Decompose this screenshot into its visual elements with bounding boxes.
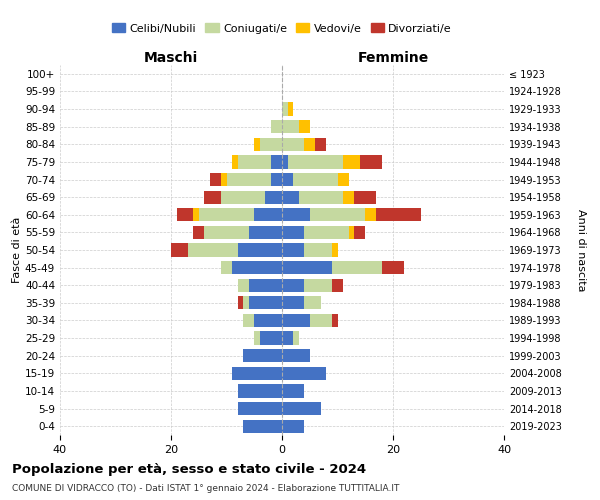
Bar [282, 332, 293, 344]
Bar [282, 296, 304, 310]
Bar [332, 314, 337, 327]
Bar [243, 296, 249, 310]
Bar [282, 120, 299, 134]
Bar [304, 296, 321, 310]
Bar [243, 420, 282, 433]
Bar [316, 138, 326, 151]
Bar [265, 190, 282, 204]
Bar [238, 278, 249, 292]
Bar [254, 314, 282, 327]
Bar [360, 156, 382, 168]
Legend: Celibi/Nubili, Coniugati/e, Vedovi/e, Divorziati/e: Celibi/Nubili, Coniugati/e, Vedovi/e, Di… [107, 19, 457, 38]
Bar [204, 226, 249, 239]
Bar [343, 190, 354, 204]
Bar [282, 190, 299, 204]
Bar [282, 173, 293, 186]
Bar [176, 208, 193, 222]
Bar [282, 349, 310, 362]
Bar [238, 156, 271, 168]
Bar [354, 190, 376, 204]
Bar [304, 244, 332, 256]
Bar [260, 138, 282, 151]
Bar [271, 173, 282, 186]
Bar [282, 420, 304, 433]
Bar [382, 261, 404, 274]
Bar [254, 332, 260, 344]
Bar [337, 173, 349, 186]
Bar [249, 296, 282, 310]
Bar [232, 156, 238, 168]
Bar [282, 156, 287, 168]
Bar [204, 190, 221, 204]
Bar [282, 402, 321, 415]
Bar [243, 314, 254, 327]
Bar [221, 261, 232, 274]
Bar [365, 208, 376, 222]
Y-axis label: Fasce di età: Fasce di età [12, 217, 22, 283]
Bar [332, 244, 337, 256]
Bar [349, 226, 354, 239]
Bar [238, 296, 243, 310]
Bar [282, 278, 304, 292]
Text: Maschi: Maschi [144, 51, 198, 65]
Bar [343, 156, 360, 168]
Bar [282, 314, 310, 327]
Bar [332, 261, 382, 274]
Bar [271, 156, 282, 168]
Bar [193, 208, 199, 222]
Bar [287, 156, 343, 168]
Bar [282, 138, 304, 151]
Bar [243, 349, 282, 362]
Bar [254, 208, 282, 222]
Bar [310, 314, 332, 327]
Bar [232, 261, 282, 274]
Bar [249, 226, 282, 239]
Bar [304, 226, 349, 239]
Bar [304, 138, 316, 151]
Bar [193, 226, 204, 239]
Bar [282, 208, 310, 222]
Bar [199, 208, 254, 222]
Bar [221, 190, 265, 204]
Bar [282, 366, 326, 380]
Bar [299, 120, 310, 134]
Text: Femmine: Femmine [358, 51, 428, 65]
Bar [332, 278, 343, 292]
Bar [254, 138, 260, 151]
Bar [171, 244, 188, 256]
Bar [227, 173, 271, 186]
Bar [188, 244, 238, 256]
Bar [293, 332, 299, 344]
Bar [232, 366, 282, 380]
Bar [282, 384, 304, 398]
Bar [293, 173, 337, 186]
Bar [299, 190, 343, 204]
Bar [238, 384, 282, 398]
Bar [260, 332, 282, 344]
Bar [271, 120, 282, 134]
Text: COMUNE DI VIDRACCO (TO) - Dati ISTAT 1° gennaio 2024 - Elaborazione TUTTITALIA.I: COMUNE DI VIDRACCO (TO) - Dati ISTAT 1° … [12, 484, 400, 493]
Bar [282, 226, 304, 239]
Bar [304, 278, 332, 292]
Bar [221, 173, 227, 186]
Bar [354, 226, 365, 239]
Bar [238, 244, 282, 256]
Bar [376, 208, 421, 222]
Text: Popolazione per età, sesso e stato civile - 2024: Popolazione per età, sesso e stato civil… [12, 462, 366, 475]
Y-axis label: Anni di nascita: Anni di nascita [575, 209, 586, 291]
Bar [282, 244, 304, 256]
Bar [310, 208, 365, 222]
Bar [282, 102, 287, 116]
Bar [238, 402, 282, 415]
Bar [249, 278, 282, 292]
Bar [282, 261, 332, 274]
Bar [287, 102, 293, 116]
Bar [210, 173, 221, 186]
